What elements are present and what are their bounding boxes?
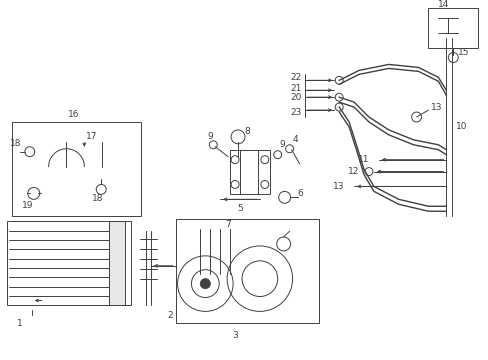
Text: 1: 1 bbox=[17, 319, 22, 328]
Bar bbox=[12, 122, 141, 216]
Text: 5: 5 bbox=[237, 204, 243, 213]
Text: 16: 16 bbox=[67, 109, 79, 118]
Text: 9: 9 bbox=[207, 132, 213, 141]
Text: 22: 22 bbox=[290, 73, 301, 82]
Text: 13: 13 bbox=[332, 182, 344, 191]
Bar bbox=[427, 8, 477, 48]
Text: 21: 21 bbox=[289, 84, 301, 93]
Circle shape bbox=[200, 279, 210, 289]
Bar bbox=[230, 150, 269, 194]
Text: 2: 2 bbox=[167, 311, 173, 320]
Text: 12: 12 bbox=[347, 167, 358, 176]
Text: 6: 6 bbox=[297, 189, 303, 198]
Bar bbox=[175, 219, 319, 323]
Text: 15: 15 bbox=[457, 48, 469, 57]
Text: 13: 13 bbox=[429, 103, 441, 112]
Text: 3: 3 bbox=[232, 331, 238, 340]
Text: 7: 7 bbox=[224, 220, 230, 229]
Bar bbox=[7, 221, 131, 305]
Text: 17: 17 bbox=[86, 132, 98, 141]
Text: 9: 9 bbox=[279, 140, 285, 149]
Text: 20: 20 bbox=[289, 93, 301, 102]
Bar bbox=[108, 221, 124, 305]
Text: 14: 14 bbox=[437, 0, 448, 9]
Text: 23: 23 bbox=[289, 108, 301, 117]
Text: 18: 18 bbox=[91, 194, 103, 203]
Text: 10: 10 bbox=[455, 122, 467, 131]
Text: 18: 18 bbox=[10, 139, 21, 148]
Text: 11: 11 bbox=[357, 155, 368, 164]
Text: 19: 19 bbox=[22, 201, 33, 210]
Text: 8: 8 bbox=[244, 127, 249, 136]
Text: 4: 4 bbox=[292, 135, 298, 144]
